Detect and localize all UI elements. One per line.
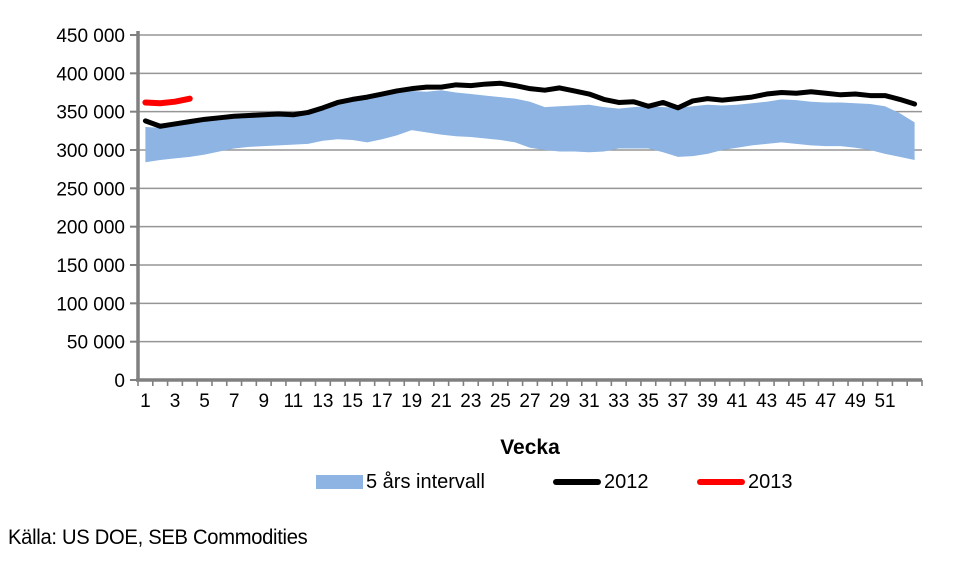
y-tick-label: 0 [114, 371, 125, 392]
y-tick-label: 300 000 [56, 141, 125, 162]
band-swatch [316, 475, 363, 489]
x-tick-label: 51 [874, 391, 895, 412]
x-tick-label: 1 [140, 391, 151, 412]
five-year-band [145, 90, 915, 163]
x-tick-label: 3 [170, 391, 181, 412]
y-tick-label: 100 000 [56, 294, 125, 315]
x-tick-label: 43 [756, 391, 777, 412]
y-tick-label: 250 000 [56, 179, 125, 200]
legend-item-2012: 2012 [553, 471, 649, 493]
legend-item-band: 5 års intervall [316, 471, 485, 493]
x-tick-label: 41 [727, 391, 748, 412]
inventory-chart: 0 50 000 100 000 150 000 200 000 250 000 300 0… [56, 26, 923, 412]
x-tick-label: 35 [638, 391, 659, 412]
line-2012-swatch [553, 479, 601, 485]
y-tick-label: 400 000 [56, 64, 125, 85]
x-tick-label: 17 [372, 391, 393, 412]
legend-item-2013: 2013 [697, 471, 793, 493]
x-tick-label: 47 [815, 391, 836, 412]
x-tick-label: 7 [229, 391, 240, 412]
line-2013-swatch [697, 479, 745, 485]
y-tick-label: 350 000 [56, 103, 125, 124]
x-tick-label: 27 [519, 391, 540, 412]
x-tick-label: 11 [283, 391, 303, 412]
x-tick-label: 37 [667, 391, 688, 412]
x-tick-label: 29 [549, 391, 570, 412]
x-tick-label: 31 [579, 391, 600, 412]
y-tick-label: 50 000 [67, 333, 125, 354]
legend-2012-label: 2012 [604, 471, 649, 493]
y-tick-label: 450 000 [56, 26, 125, 47]
series-2013-line [142, 95, 193, 107]
x-tick-label: 49 [845, 391, 866, 412]
x-tick-label: 5 [199, 391, 210, 412]
series-2012-line [142, 80, 918, 129]
legend-band-label: 5 års intervall [366, 471, 485, 493]
legend-2013-label: 2013 [748, 471, 793, 493]
x-tick-label: 39 [697, 391, 718, 412]
x-axis-title: Vecka [500, 436, 560, 459]
x-tick-label: 13 [312, 391, 333, 412]
x-tick-label: 45 [786, 391, 807, 412]
x-tick-label: 15 [342, 391, 363, 412]
x-tick-label: 25 [490, 391, 511, 412]
x-tick-label: 23 [460, 391, 481, 412]
x-tick-label: 19 [401, 391, 422, 412]
y-tick-label: 200 000 [56, 218, 125, 239]
x-tick-label: 33 [608, 391, 629, 412]
x-tick-label: 9 [258, 391, 269, 412]
source-text: Källa: US DOE, SEB Commodities [8, 526, 308, 549]
y-tick-label: 150 000 [56, 256, 125, 277]
x-tick-label: 21 [431, 391, 452, 412]
